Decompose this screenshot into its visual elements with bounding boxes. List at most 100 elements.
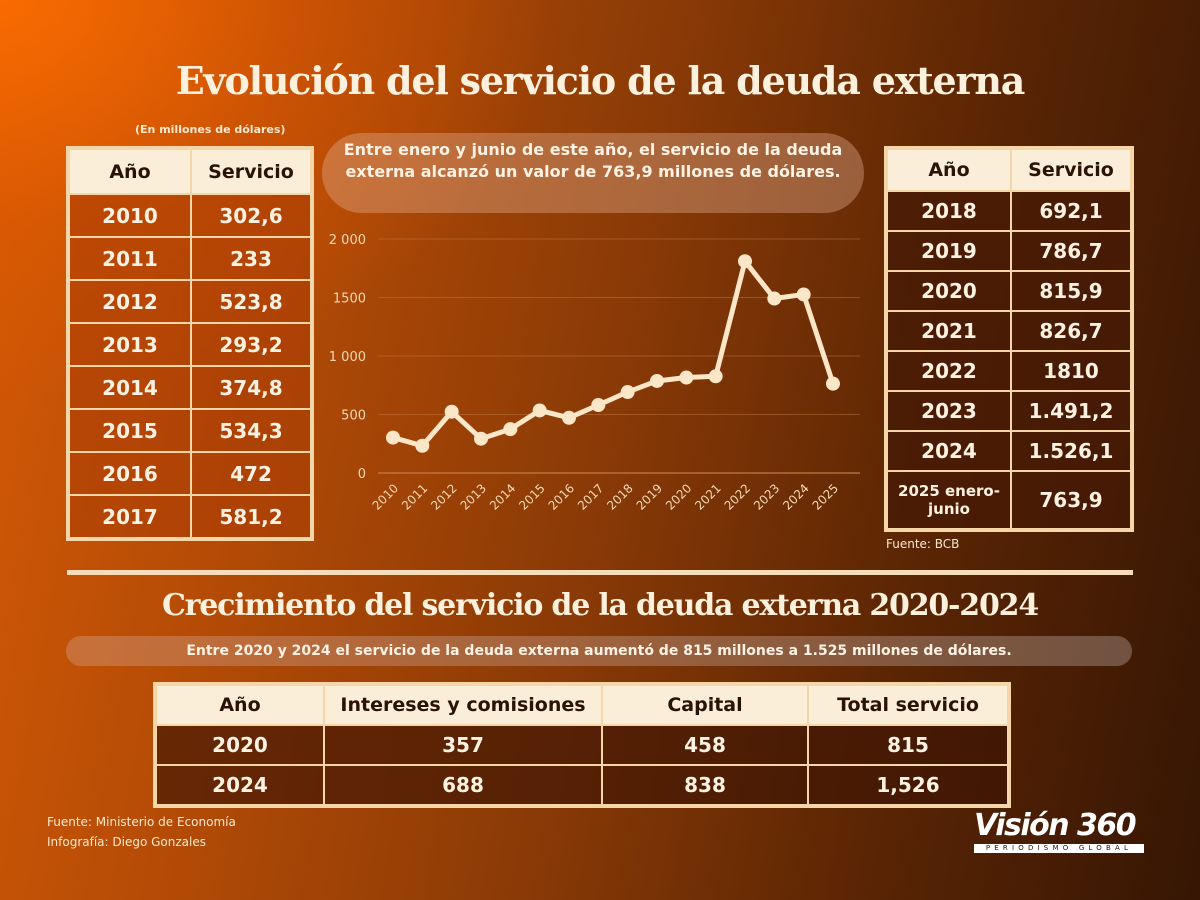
- table-row: 2013 293,2: [69, 323, 311, 366]
- cell-year: 2020: [156, 725, 324, 765]
- data-point-2022: [738, 254, 752, 269]
- table-row: 2019 786,7: [887, 231, 1131, 271]
- cell-year: 2012: [69, 280, 191, 323]
- table-row: 2020 357 458 815: [156, 725, 1008, 765]
- grid-lines: [378, 238, 860, 474]
- bottom-note: Entre 2020 y 2024 el servicio de la deud…: [66, 636, 1132, 666]
- y-tick-label: 1500: [333, 292, 366, 307]
- cell-value: 826,7: [1011, 311, 1131, 351]
- cell-value: 523,8: [191, 280, 311, 323]
- cell-value: 581,2: [191, 495, 311, 538]
- x-tick-label: 2018: [604, 481, 635, 512]
- x-tick-label: 2023: [751, 481, 782, 512]
- x-tick-label: 2016: [546, 481, 577, 512]
- left-data-table: Año Servicio 2010 302,6 2011 233 2012 523,8 20…: [66, 146, 314, 541]
- header-year: Año: [156, 685, 324, 725]
- cell-year: 2020: [887, 271, 1011, 311]
- table-row: 2025 enero-junio 763,9: [887, 471, 1131, 529]
- cell-year: 2019: [887, 231, 1011, 271]
- data-point-2016: [562, 410, 576, 425]
- cell-year: 2024: [887, 431, 1011, 471]
- cell-value: 692,1: [1011, 191, 1131, 231]
- data-point-2021: [708, 369, 723, 384]
- header-capital: Capital: [602, 685, 808, 725]
- cell-value: 763,9: [1011, 471, 1131, 529]
- cell-value: 815,9: [1011, 271, 1131, 311]
- table-header-row: Año Servicio: [69, 149, 311, 194]
- cell-value: 458: [602, 725, 808, 765]
- data-point-2019: [650, 373, 664, 388]
- credits: Fuente: Ministerio de Economía Infografí…: [47, 812, 236, 852]
- main-title: Evolución del servicio de la deuda exter…: [175, 58, 1026, 103]
- x-tick-label: 2025: [810, 481, 841, 512]
- units-note: (En millones de dólares): [135, 123, 286, 136]
- series-line: [392, 258, 836, 449]
- data-point-2020: [679, 370, 694, 385]
- breakdown-table: Año Intereses y comisiones Capital Total…: [153, 682, 1011, 808]
- cell-year: 2021: [887, 311, 1011, 351]
- data-point-2023: [767, 291, 782, 306]
- cell-year: 2017: [69, 495, 191, 538]
- brand-logo: Visión 360 PERIODISMO GLOBAL: [974, 810, 1146, 853]
- table-row: 2010 302,6: [69, 194, 311, 237]
- cell-year: 2013: [69, 323, 191, 366]
- cell-value: 1.491,2: [1011, 391, 1131, 431]
- data-point-2013: [474, 431, 488, 446]
- x-tick-label: 2014: [487, 481, 518, 512]
- cell-year: 2011: [69, 237, 191, 280]
- cell-year: 2014: [69, 366, 191, 409]
- table-row: 2015 534,3: [69, 409, 311, 452]
- y-tick-label: 2 000: [329, 233, 366, 248]
- table-header-row: Año Intereses y comisiones Capital Total…: [156, 685, 1008, 725]
- x-tick-label: 2022: [722, 481, 753, 512]
- x-axis-ticks: 2010201120122013201420152016201720182019…: [370, 481, 841, 512]
- cell-value: 534,3: [191, 409, 311, 452]
- table-header-row: Año Servicio: [887, 149, 1131, 191]
- x-tick-label: 2012: [428, 481, 459, 512]
- logo-name: Visión 360: [974, 808, 1137, 843]
- table-row: 2012 523,8: [69, 280, 311, 323]
- cell-year: 2010: [69, 194, 191, 237]
- line-chart: 0 500 1 000 1500 2 000 201020112012201320142…: [329, 233, 860, 513]
- y-tick-label: 500: [341, 409, 366, 424]
- header-total: Total servicio: [808, 685, 1008, 725]
- data-point-2014: [503, 422, 518, 437]
- header-service: Servicio: [1011, 149, 1131, 191]
- cell-year: 2015: [69, 409, 191, 452]
- cell-value: 233: [191, 237, 311, 280]
- table-row: 2024 688 838 1,526: [156, 765, 1008, 805]
- data-point-2018: [620, 385, 635, 400]
- x-tick-label: 2010: [370, 481, 401, 512]
- data-point-2015: [532, 403, 547, 418]
- table-row: 2021 826,7: [887, 311, 1131, 351]
- cell-year: 2018: [887, 191, 1011, 231]
- credits-infographic: Infografía: Diego Gonzales: [47, 835, 206, 849]
- section-subtitle: Crecimiento del servicio de la deuda ext…: [162, 588, 1039, 623]
- series-points: [386, 254, 840, 453]
- section-divider: [67, 570, 1133, 575]
- table-row: 2024 1.526,1: [887, 431, 1131, 471]
- source-bcb: Fuente: BCB: [886, 537, 960, 551]
- cell-value: 838: [602, 765, 808, 805]
- x-tick-label: 2020: [663, 481, 694, 512]
- header-year: Año: [69, 149, 191, 194]
- data-point-2011: [415, 438, 430, 453]
- series-line-path: [392, 258, 836, 449]
- cell-value: 472: [191, 452, 311, 495]
- data-point-2010: [386, 430, 400, 445]
- x-tick-label: 2015: [516, 481, 547, 512]
- data-point-2012: [444, 404, 459, 419]
- cell-value: 374,8: [191, 366, 311, 409]
- credits-source: Fuente: Ministerio de Economía: [47, 815, 236, 829]
- cell-value: 688: [324, 765, 602, 805]
- header-year: Año: [887, 149, 1011, 191]
- header-service: Servicio: [191, 149, 311, 194]
- x-tick-label: 2017: [575, 481, 606, 512]
- cell-year: 2022: [887, 351, 1011, 391]
- data-point-2025: [826, 376, 840, 391]
- y-tick-label: 0: [358, 467, 366, 482]
- x-tick-label: 2013: [458, 481, 489, 512]
- y-tick-label: 1 000: [329, 350, 366, 365]
- cell-value: 293,2: [191, 323, 311, 366]
- logo-tagline: PERIODISMO GLOBAL: [974, 844, 1144, 853]
